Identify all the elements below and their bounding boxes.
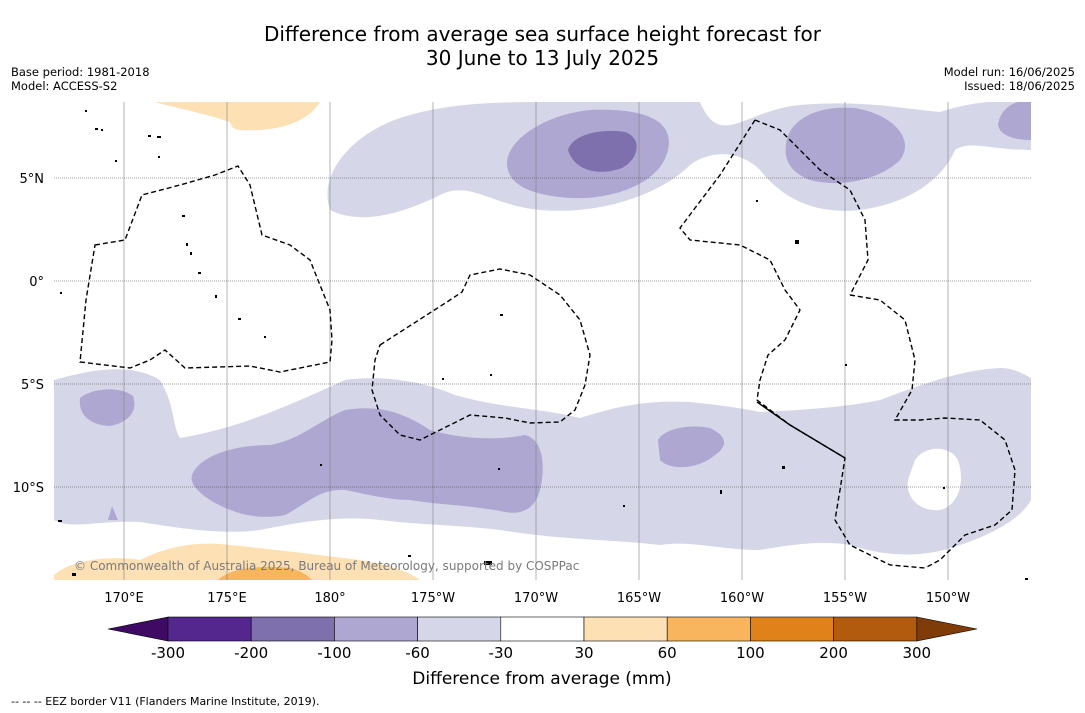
colorbar-segment (583, 616, 668, 642)
colorbar-segment (250, 616, 335, 642)
meta-right: Model run: 16/06/2025 Issued: 18/06/2025 (944, 65, 1075, 93)
colorbar-tick-label: -100 (317, 644, 351, 662)
anomaly-hole-south-east (907, 448, 961, 511)
eez-footnote: -- -- -- EEZ border V11 (Flanders Marine… (11, 695, 320, 708)
anomaly-patch-south-small (108, 506, 118, 520)
anomaly-positive-south-strong (218, 566, 312, 580)
colorbar-segment (417, 616, 502, 642)
colorbar-segment (833, 616, 918, 642)
anomaly-patch-south-west (79, 389, 135, 426)
longitude-tick-label: 165°W (617, 591, 661, 606)
eez-border-line-islands-west (679, 119, 926, 569)
latitude-tick-label: 0° (29, 275, 44, 290)
colorbar-segment (167, 616, 252, 642)
map-title: Difference from average sea surface heig… (0, 22, 1085, 70)
latitude-tick-label: 10°S (13, 481, 44, 496)
anomaly-patch-south-central (191, 408, 543, 517)
eez-border-kiribati-gilberts (79, 165, 333, 373)
longitude-tick-label: 175°W (411, 591, 455, 606)
colorbar-tick-label: 30 (574, 644, 593, 662)
eez-border-phoenix (371, 268, 591, 441)
colorbar-tick-label: 300 (902, 644, 931, 662)
longitude-tick-label: 150°W (926, 591, 970, 606)
longitude-tick-label: 155°W (823, 591, 867, 606)
colorbar-segment (666, 616, 751, 642)
longitude-tick-label: 175°E (207, 591, 247, 606)
axis-labels: 170°E 175°E 180° 175°W 170°W 165°W 160°W 155°W 1… (13, 172, 971, 606)
eez-border-solid-segment (756, 401, 846, 459)
base-period: Base period: 1981-2018 (11, 65, 150, 79)
colorbar-segment (750, 616, 834, 642)
map-gridlines (54, 102, 1031, 580)
colorbar-extend-high (916, 616, 978, 642)
colorbar-tick-label: -300 (151, 644, 185, 662)
longitude-tick-label: 170°W (514, 591, 558, 606)
colorbar: -300 -200 -100 -60 -30 30 60 100 200 300 (107, 616, 978, 662)
longitude-tick-label: 180° (314, 591, 345, 606)
title-line-1: Difference from average sea surface heig… (263, 22, 822, 46)
colorbar-segment (334, 616, 418, 642)
latitude-tick-label: 5°S (21, 378, 44, 393)
title-line-2: 30 June to 13 July 2025 (425, 46, 660, 70)
model-name: Model: ACCESS-S2 (11, 79, 118, 93)
colorbar-tick-label: 200 (819, 644, 848, 662)
meta-left: Base period: 1981-2018 Model: ACCESS-S2 (11, 65, 150, 93)
colorbar-tick-label: -60 (405, 644, 430, 662)
anomaly-band-south (54, 368, 1031, 555)
eez-border-east (849, 294, 1016, 569)
longitude-tick-label: 160°W (720, 591, 764, 606)
colorbar-tick-label: -200 (234, 644, 268, 662)
colorbar-tick-label: 100 (736, 644, 765, 662)
anomaly-positive-north (155, 102, 320, 131)
colorbar-extend-low (107, 616, 169, 642)
eez-borders (79, 119, 1016, 569)
model-run: Model run: 16/06/2025 (943, 65, 1075, 79)
colorbar-title: Difference from average (mm) (412, 669, 671, 689)
copyright-credit: © Commonwealth of Australia 2025, Bureau… (74, 559, 579, 573)
island-specks (58, 110, 1028, 580)
issued-date: Issued: 18/06/2025 (964, 79, 1075, 93)
anomaly-patch-south-east (658, 426, 725, 468)
colorbar-segment (500, 616, 585, 642)
anomaly-patch-north-east (785, 107, 905, 184)
map-plot-area: © Commonwealth of Australia 2025, Bureau… (54, 102, 1031, 580)
longitude-tick-label: 170°E (104, 591, 144, 606)
anomaly-positive-south (54, 543, 420, 580)
eez-border-line-islands (754, 119, 869, 296)
colorbar-tick-label: 60 (658, 644, 677, 662)
anomaly-patch-far-east (998, 102, 1031, 140)
colorbar-tick-label: -30 (489, 644, 514, 662)
anomaly-patch-north-mid-2 (568, 130, 637, 172)
latitude-tick-label: 5°N (20, 172, 45, 187)
